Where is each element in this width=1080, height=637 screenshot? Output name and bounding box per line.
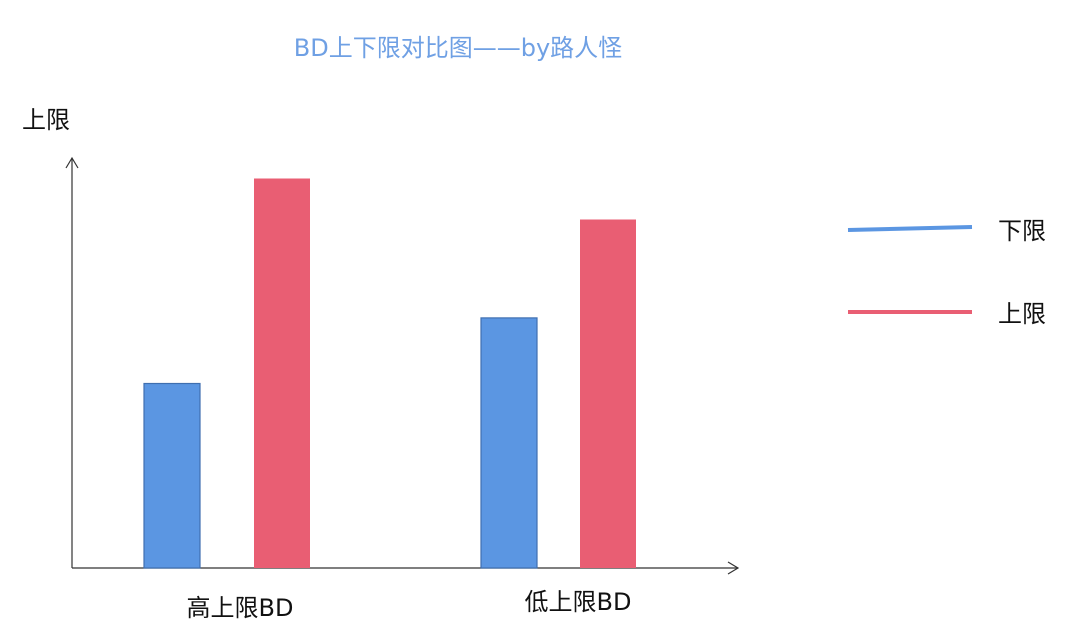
bar-high-bd-upper	[254, 178, 310, 568]
bar-low-bd-upper	[580, 219, 636, 568]
legend-label-lower: 下限	[998, 217, 1046, 245]
bars-group	[143, 178, 636, 569]
y-axis-arrow	[65, 156, 79, 169]
chart-title: BD上下限对比图——by路人怪	[294, 34, 622, 62]
x-axis-arrow	[727, 561, 740, 575]
bar-low-bd-lower	[480, 317, 538, 569]
category-label-low-bd: 低上限BD	[525, 588, 632, 616]
category-label-high-bd: 高上限BD	[187, 594, 294, 622]
legend: 下限 上限	[847, 217, 1046, 328]
legend-line-lower	[847, 225, 973, 232]
legend-label-upper: 上限	[998, 300, 1046, 328]
y-axis-label: 上限	[22, 106, 70, 134]
bar-high-bd-lower	[143, 382, 201, 569]
